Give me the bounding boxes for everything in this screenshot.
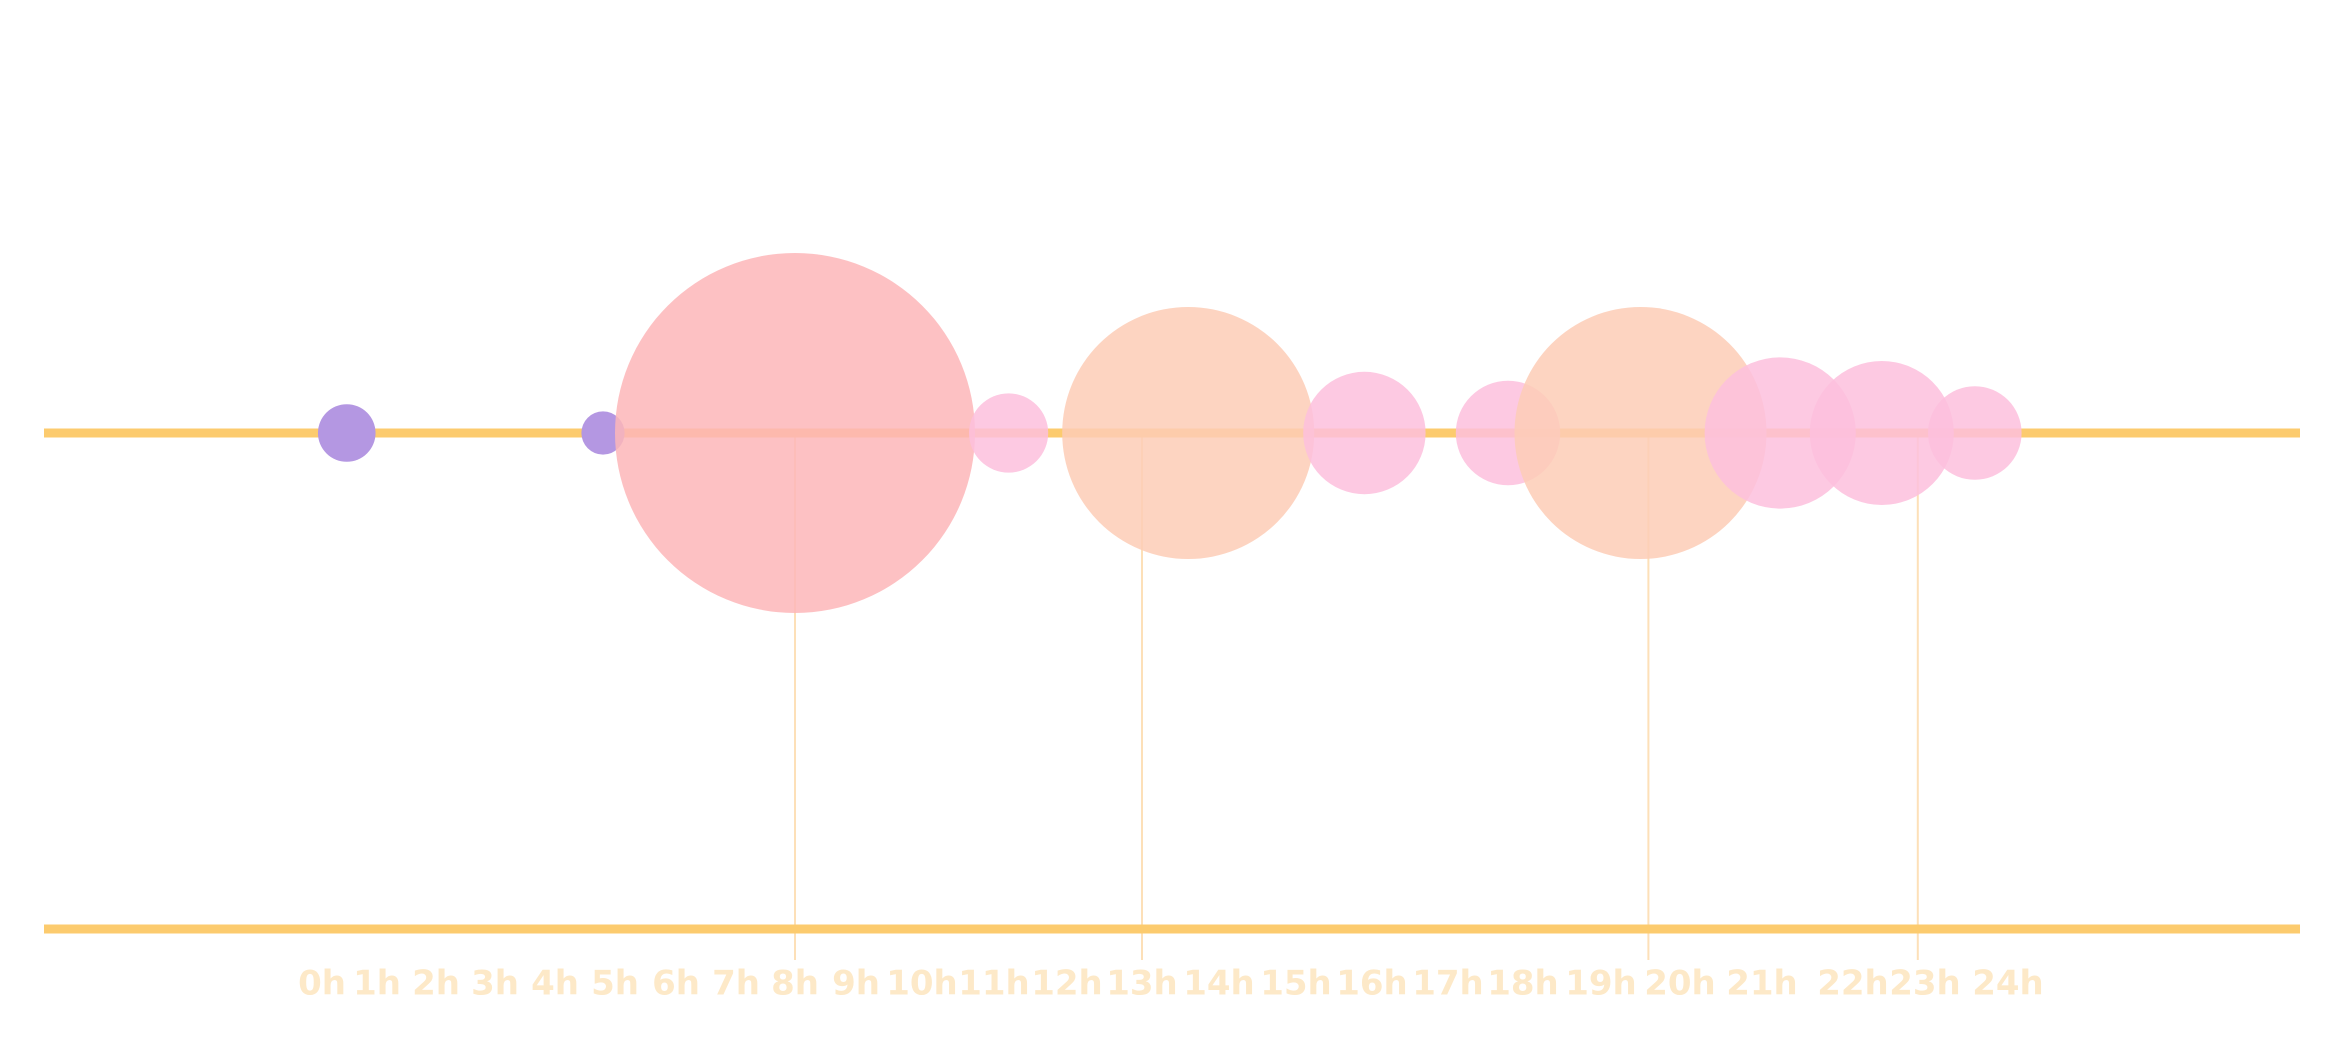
bubble-4[interactable] — [1062, 307, 1315, 559]
x-tick-label: 4h — [531, 964, 579, 1004]
x-tick-label: 22h — [1817, 964, 1889, 1004]
bubble-8[interactable] — [1704, 357, 1856, 509]
x-tick-label: 5h — [591, 964, 639, 1004]
x-tick-label: 23h — [1889, 964, 1961, 1004]
x-tick-label: 13h — [1106, 964, 1178, 1004]
x-tick-label: 16h — [1336, 964, 1408, 1004]
bubble-7[interactable] — [1514, 307, 1767, 559]
x-tick-label: 19h — [1565, 964, 1637, 1004]
x-tick-label: 7h — [712, 964, 760, 1004]
bubble-1[interactable] — [581, 411, 625, 455]
x-tick-label: 20h — [1644, 964, 1716, 1004]
bubble-9[interactable] — [1809, 361, 1954, 505]
bubble-series — [317, 253, 2022, 613]
x-tick-label: 6h — [652, 964, 700, 1004]
x-tick-label: 10h — [886, 964, 958, 1004]
x-tick-label: 2h — [412, 964, 460, 1004]
x-tick-labels: 0h 1h 2h 3h 4h 5h 6h 7h 8h 9h 10h 11h 12h 13h 14h 15h 16… — [298, 964, 2044, 1004]
x-tick-label: 15h — [1260, 964, 1332, 1004]
x-tick-label: 21h — [1726, 964, 1798, 1004]
bubble-10[interactable] — [1928, 386, 2022, 480]
x-tick-label: 8h — [771, 964, 819, 1004]
x-tick-label: 18h — [1487, 964, 1559, 1004]
bubble-3[interactable] — [969, 393, 1049, 473]
x-tick-label: 14h — [1183, 964, 1255, 1004]
bubble-5[interactable] — [1303, 371, 1426, 495]
x-tick-label: 11h — [958, 964, 1030, 1004]
x-tick-label: 17h — [1412, 964, 1484, 1004]
bubble-2[interactable] — [615, 253, 975, 613]
x-tick-label: 12h — [1031, 964, 1103, 1004]
x-tick-label: 1h — [353, 964, 401, 1004]
x-tick-label: 9h — [832, 964, 880, 1004]
marker-lines — [794, 433, 1919, 960]
x-tick-label: 0h — [298, 964, 346, 1004]
bubble-0[interactable] — [317, 404, 376, 462]
x-tick-label: 24h — [1972, 964, 2044, 1004]
x-tick-label: 3h — [471, 964, 519, 1004]
